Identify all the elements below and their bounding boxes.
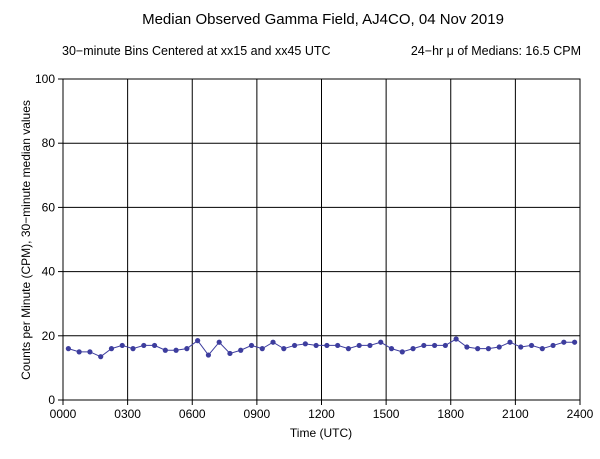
y-tick-label: 0 [48, 393, 55, 407]
data-point [65, 346, 71, 352]
y-tick-label: 40 [42, 265, 56, 279]
data-point [572, 339, 578, 345]
x-tick-label: 0300 [114, 407, 141, 421]
data-point [151, 342, 158, 349]
data-point [475, 346, 481, 352]
data-point [302, 341, 308, 347]
y-tick-label: 60 [42, 200, 56, 214]
data-point [367, 342, 373, 349]
data-point [550, 342, 556, 349]
data-point [561, 339, 567, 345]
data-point [485, 346, 492, 352]
data-point [399, 349, 405, 355]
axis-ticks: 0000 0300 0600 0900 1200 1500 1800 2100 2400 0 20 4… [35, 72, 594, 421]
data-point [539, 346, 545, 352]
data-point [388, 346, 395, 352]
data-point [108, 346, 115, 352]
data-point [453, 336, 459, 342]
data-point [324, 342, 330, 349]
data-point [421, 342, 427, 349]
data-point [345, 346, 352, 352]
data-point [130, 346, 136, 352]
x-axis-label: Time (UTC) [290, 426, 352, 440]
data-point [313, 342, 319, 349]
x-tick-label: 0600 [179, 407, 206, 421]
data-point [141, 342, 147, 349]
data-point [227, 350, 233, 357]
x-tick-label: 0000 [50, 407, 77, 421]
plot-frame [62, 78, 581, 401]
data-point [270, 339, 276, 345]
data-point [291, 342, 298, 349]
chart-title: Median Observed Gamma Field, AJ4CO, 04 N… [142, 11, 504, 28]
y-tick-label: 80 [42, 136, 56, 150]
data-point [464, 344, 470, 350]
x-tick-label: 1800 [437, 407, 464, 421]
data-point [496, 344, 502, 350]
x-tick-label: 2100 [502, 407, 529, 421]
y-axis-label: Counts per Minute (CPM), 30−minute media… [19, 100, 33, 380]
data-point [356, 342, 362, 349]
grid-lines [63, 79, 580, 400]
data-point [98, 354, 104, 360]
data-point [119, 342, 125, 349]
y-tick-label: 20 [42, 329, 56, 343]
data-point [238, 347, 244, 353]
data-point [528, 342, 535, 349]
data-point [76, 349, 82, 355]
data-point [173, 347, 179, 353]
x-tick-label: 2400 [567, 407, 594, 421]
chart-subtitle-mean: 24−hr μ of Medians: 16.5 CPM [411, 44, 581, 58]
data-point [335, 342, 341, 349]
data-point [431, 342, 438, 349]
data-point [184, 346, 190, 352]
data-point [442, 342, 448, 349]
x-tick-label: 1500 [373, 407, 400, 421]
data-point [507, 339, 513, 345]
chart-subtitle-bins: 30−minute Bins Centered at xx15 and xx45… [62, 44, 331, 58]
data-point [162, 347, 168, 353]
data-point [205, 352, 212, 358]
data-point [281, 346, 287, 352]
data-point [248, 342, 255, 349]
data-point [518, 344, 524, 350]
x-tick-label: 0900 [244, 407, 271, 421]
data-point [87, 349, 93, 355]
data-point [259, 346, 265, 352]
y-tick-label: 100 [35, 72, 55, 86]
data-point [410, 346, 416, 352]
data-point [378, 339, 384, 345]
x-tick-label: 1200 [308, 407, 335, 421]
series-layer [65, 336, 578, 360]
data-point [216, 339, 222, 345]
data-point [195, 338, 201, 344]
